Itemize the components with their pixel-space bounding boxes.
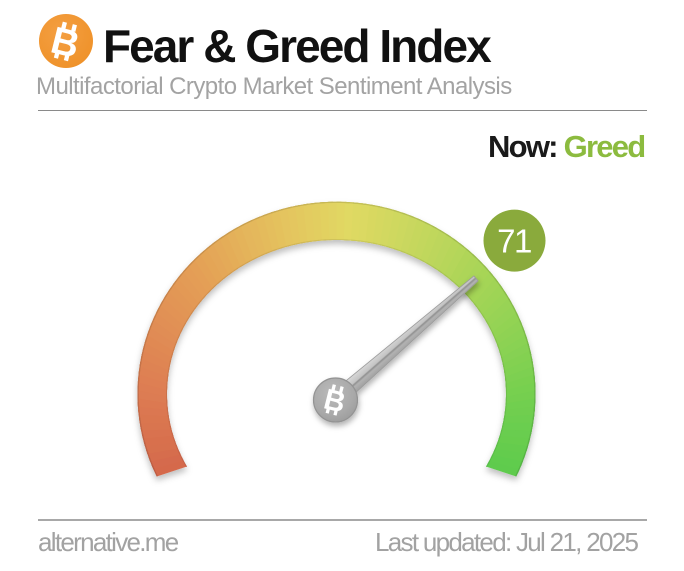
svg-text:71: 71 — [497, 222, 531, 259]
